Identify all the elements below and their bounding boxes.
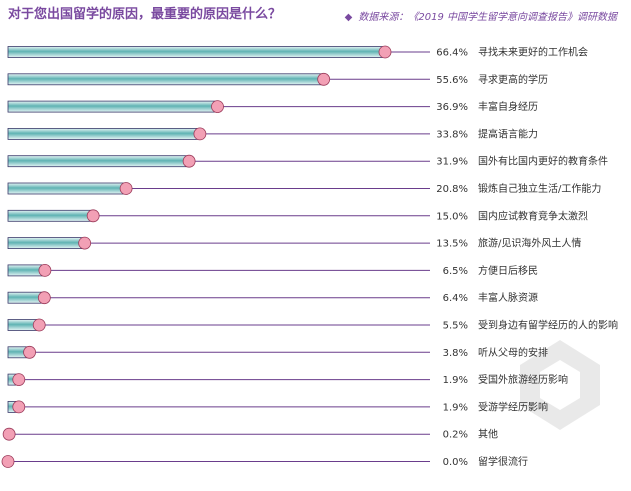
category-label: 听从父母的安排: [478, 346, 548, 359]
bar-end-marker: [2, 427, 16, 441]
value-label: 36.9%: [436, 102, 468, 113]
category-label: 留学很流行: [478, 455, 528, 468]
chart-title: 对于您出国留学的原因，最重要的原因是什么？: [8, 7, 282, 22]
value-label: 33.8%: [436, 129, 468, 140]
value-label: 5.5%: [443, 321, 468, 332]
bar-end-marker: [12, 400, 26, 414]
bar: [7, 73, 325, 86]
value-label: 6.4%: [443, 293, 468, 304]
category-label: 寻求更高的学历: [478, 73, 548, 86]
data-source: ◆ 数据来源：《2019 中国学生留学意向调查报告》调研数据: [345, 8, 617, 23]
category-label: 受国外旅游经历影响: [478, 373, 568, 386]
bar: [7, 100, 218, 113]
value-label: 31.9%: [436, 157, 468, 168]
bar-end-marker: [378, 45, 392, 59]
bar: [7, 182, 127, 195]
bar-end-marker: [119, 182, 133, 195]
category-label: 国外有比国内更好的教育条件: [478, 155, 608, 168]
bar-end-marker: [1, 455, 15, 468]
bar-end-marker: [38, 263, 52, 277]
bar: [7, 237, 86, 250]
bar: [7, 46, 386, 58]
bar: [7, 127, 201, 140]
bar: [7, 209, 94, 222]
category-label: 其他: [478, 428, 498, 441]
bar-end-marker: [193, 127, 207, 141]
value-label: 66.4%: [436, 48, 468, 59]
value-label: 20.8%: [436, 184, 468, 195]
value-label: 6.5%: [443, 266, 468, 277]
category-label: 国内应试教育竞争太激烈: [478, 209, 588, 222]
category-label: 受到身边有留学经历的人的影响: [478, 319, 618, 332]
bar-end-marker: [182, 154, 196, 168]
category-label: 丰富人脉资源: [478, 291, 538, 304]
bar-end-marker: [211, 100, 224, 113]
value-label: 15.0%: [436, 211, 468, 222]
value-label: 0.0%: [443, 457, 468, 468]
category-label: 方便日后移民: [478, 264, 538, 277]
value-label: 3.8%: [443, 348, 468, 359]
bar: [7, 155, 190, 168]
value-label: 13.5%: [436, 239, 468, 250]
data-source-text: 数据来源：《2019 中国学生留学意向调查报告》调研数据: [358, 12, 617, 23]
category-label: 旅游/见识海外风土人情: [478, 237, 581, 250]
watermark-logo-icon: [520, 340, 600, 430]
value-label: 0.2%: [443, 430, 468, 441]
category-label: 提高语言能力: [478, 127, 538, 140]
category-label: 寻找未来更好的工作机会: [478, 46, 588, 59]
category-label: 锻炼自己独立生活/工作能力: [478, 182, 601, 195]
bar-end-marker: [32, 318, 46, 332]
category-label: 受游学经历影响: [478, 400, 548, 413]
bar-end-marker: [23, 345, 36, 359]
bar-end-marker: [78, 236, 92, 250]
value-label: 55.6%: [436, 75, 468, 86]
bar-end-marker: [12, 373, 26, 387]
value-label: 1.9%: [443, 375, 468, 386]
bar-end-marker: [86, 209, 100, 223]
bar-end-marker: [317, 72, 331, 86]
category-label: 丰富自身经历: [478, 100, 538, 113]
diamond-bullet-icon: ◆: [344, 12, 353, 23]
value-label: 1.9%: [443, 402, 468, 413]
bar-end-marker: [37, 291, 51, 305]
